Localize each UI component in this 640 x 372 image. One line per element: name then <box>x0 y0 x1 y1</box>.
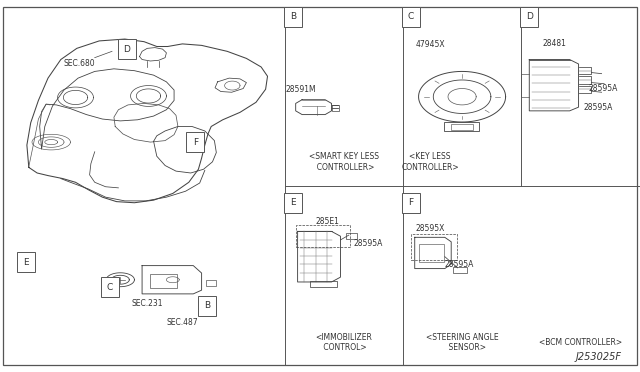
Bar <box>332 105 339 111</box>
Bar <box>118 39 136 60</box>
Text: 28481: 28481 <box>543 39 566 48</box>
Text: <SMART KEY LESS
  CONTROLLER>: <SMART KEY LESS CONTROLLER> <box>308 152 379 171</box>
Text: SEC.231: SEC.231 <box>131 299 163 308</box>
Text: E: E <box>23 258 28 267</box>
Text: <KEY LESS
CONTROLLER>: <KEY LESS CONTROLLER> <box>401 152 459 171</box>
Text: 28595X: 28595X <box>415 224 445 233</box>
Text: <BCM CONTROLLER>: <BCM CONTROLLER> <box>539 338 622 347</box>
Text: B: B <box>204 301 210 310</box>
Bar <box>17 252 35 272</box>
Bar <box>310 281 337 287</box>
Bar <box>453 267 467 273</box>
Text: <IMMOBILIZER
 CONTROL>: <IMMOBILIZER CONTROL> <box>316 333 372 352</box>
Bar <box>296 225 350 247</box>
Text: SEC.680: SEC.680 <box>64 59 95 68</box>
Bar <box>402 193 420 213</box>
Text: 28591M: 28591M <box>285 85 316 94</box>
Text: 285E1: 285E1 <box>316 217 339 226</box>
Text: E: E <box>291 198 296 207</box>
Bar <box>402 7 420 27</box>
Bar <box>206 280 216 286</box>
Text: B: B <box>290 12 296 21</box>
Text: SEC.487: SEC.487 <box>166 318 198 327</box>
Bar <box>451 124 473 130</box>
Text: 28595A: 28595A <box>589 84 618 93</box>
Text: J253025F: J253025F <box>576 352 622 362</box>
Text: C: C <box>107 283 113 292</box>
Bar <box>520 7 538 27</box>
Bar <box>444 122 479 131</box>
Bar <box>411 234 457 260</box>
Text: <STEERING ANGLE
    SENSOR>: <STEERING ANGLE SENSOR> <box>426 333 499 352</box>
Bar <box>150 274 177 288</box>
Text: F: F <box>193 138 198 147</box>
Text: C: C <box>408 12 414 21</box>
Bar <box>101 277 119 298</box>
Bar <box>419 244 444 262</box>
Text: F: F <box>408 198 413 207</box>
Bar <box>186 132 204 153</box>
Text: 47945X: 47945X <box>415 40 445 49</box>
Bar <box>284 7 302 27</box>
Text: D: D <box>124 45 130 54</box>
Text: D: D <box>526 12 532 21</box>
Bar <box>346 233 357 239</box>
Text: 28595A: 28595A <box>445 260 474 269</box>
Bar <box>198 295 216 316</box>
Text: 28595A: 28595A <box>354 239 383 248</box>
Bar <box>284 193 302 213</box>
Text: 28595A: 28595A <box>584 103 613 112</box>
